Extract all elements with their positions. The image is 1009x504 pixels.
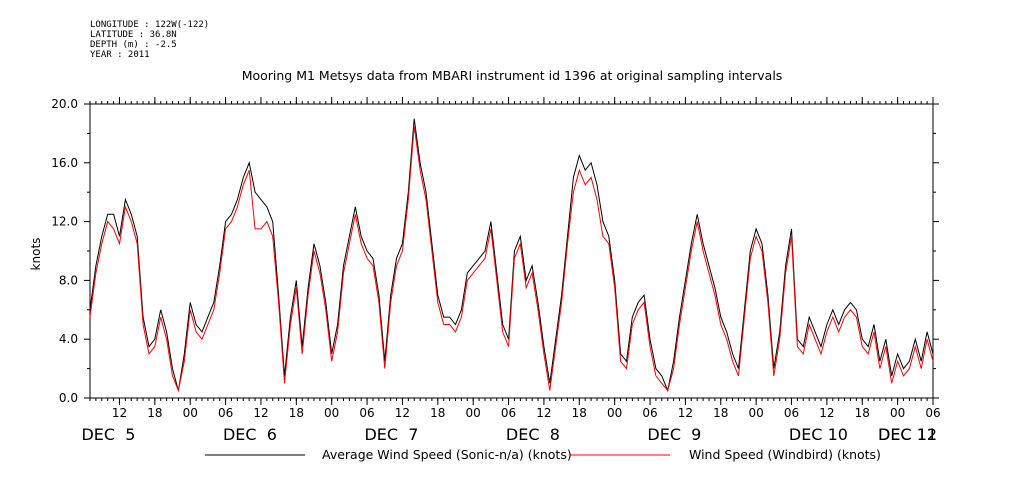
- x-day-label: DEC 9: [647, 425, 701, 444]
- plot-area: 0.0 4.0 8.0 12.0 16.0 20.0 12 18 00 06 12 18 00 06 12 1…: [51, 97, 941, 444]
- x-day-label: DEC 8: [506, 425, 560, 444]
- y-tick-label: 0.0: [59, 391, 78, 405]
- x-tick-label: 18: [572, 406, 587, 420]
- x-tick-label: 12: [678, 406, 693, 420]
- longitude-text: LONGITUDE : 122W(-122): [90, 20, 210, 30]
- x-day-label: DEC 12: [878, 425, 937, 444]
- x-day-label: DEC 5: [81, 425, 135, 444]
- metadata-block: LONGITUDE : 122W(-122) LATITUDE : 36.8N …: [90, 20, 209, 60]
- y-tick-label: 20.0: [51, 97, 78, 111]
- plot-frame: [89, 103, 934, 399]
- x-tick-label: 18: [289, 406, 304, 420]
- y-tick-label: 8.0: [59, 273, 78, 287]
- y-tick-label: 16.0: [51, 156, 78, 170]
- y-tick-label: 4.0: [59, 332, 78, 346]
- series-line-sonic: [89, 118, 934, 393]
- x-tick-label: 18: [147, 406, 162, 420]
- x-day-label: DEC 7: [364, 425, 418, 444]
- x-tick-label: 18: [430, 406, 445, 420]
- x-tick-label: 06: [359, 406, 374, 420]
- x-day-label: DEC 10: [789, 425, 848, 444]
- x-tick-label: 18: [713, 406, 728, 420]
- x-tick-label: 12: [819, 406, 834, 420]
- latitude-text: LATITUDE : 36.8N: [90, 30, 177, 40]
- x-tick-label: 12: [112, 406, 127, 420]
- x-tick-label: 06: [642, 406, 657, 420]
- x-day-label: DEC 11: [878, 425, 937, 444]
- x-day-label: DEC 6: [223, 425, 277, 444]
- legend: Average Wind Speed (Sonic-n/a) (knots) W…: [205, 447, 881, 462]
- x-tick-label: 06: [218, 406, 233, 420]
- chart-title: Mooring M1 Metsys data from MBARI instru…: [242, 68, 783, 83]
- legend-label-windbird: Wind Speed (Windbird) (knots): [689, 447, 881, 462]
- x-tick-label: 12: [536, 406, 551, 420]
- x-tick-label: 00: [890, 406, 905, 420]
- series-line-windbird: [89, 126, 934, 393]
- x-tick-label: 00: [749, 406, 764, 420]
- x-tick-label: 00: [466, 406, 481, 420]
- x-tick-label: 06: [501, 406, 516, 420]
- x-tick-label: 06: [784, 406, 799, 420]
- y-tick-label: 12.0: [51, 215, 78, 229]
- legend-label-sonic: Average Wind Speed (Sonic-n/a) (knots): [322, 447, 572, 462]
- x-tick-label: 18: [855, 406, 870, 420]
- x-tick-label: 12: [395, 406, 410, 420]
- x-tick-label: 06: [925, 406, 940, 420]
- x-tick-label: 00: [183, 406, 198, 420]
- x-tick-label: 12: [253, 406, 268, 420]
- year-text: YEAR : 2011: [90, 50, 150, 60]
- depth-text: DEPTH (m) : -2.5: [90, 40, 177, 50]
- y-axis-label: knots: [29, 238, 43, 271]
- x-tick-label: 00: [607, 406, 622, 420]
- x-tick-label: 00: [324, 406, 339, 420]
